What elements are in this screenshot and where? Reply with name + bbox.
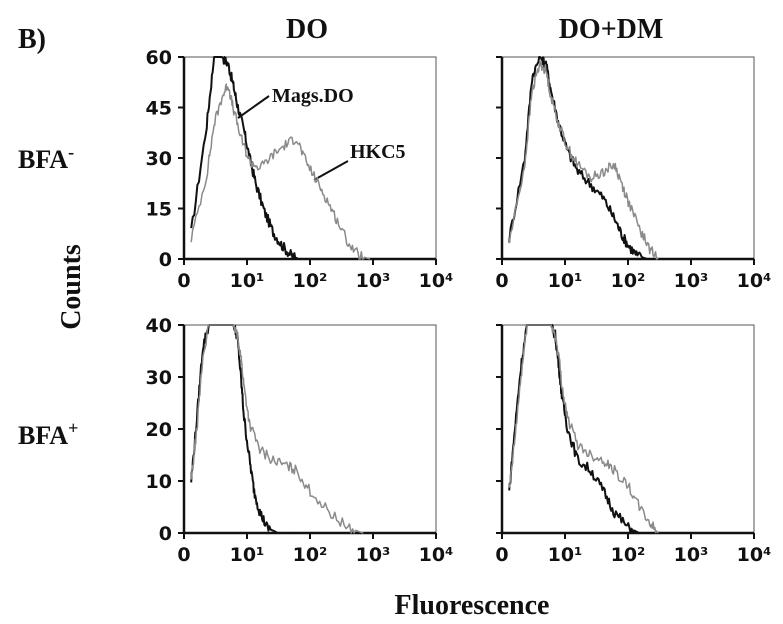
x-tick-label: 0 (495, 544, 508, 566)
x-tick-label: 10³ (674, 270, 709, 292)
row-label-bfa-plus-base: BFA (18, 421, 68, 450)
x-tick-label: 10³ (356, 270, 391, 292)
x-tick-label: 0 (177, 544, 190, 566)
series-line-do-dm-grey (508, 60, 659, 260)
x-tick-label: 0 (177, 270, 190, 292)
series-line-do-dm-dark (508, 324, 640, 534)
y-tick-label: 0 (159, 523, 172, 545)
x-tick-label: 10⁴ (737, 270, 772, 292)
x-tick-label: 10¹ (548, 270, 583, 292)
panel-do-dm-bfa-minus: 0 10¹ 10² 10³ 10⁴ (495, 56, 772, 292)
row-label-bfa-minus-base: BFA (18, 145, 68, 174)
x-tick-label: 0 (495, 270, 508, 292)
annotation-hkc5-pointer (313, 160, 349, 181)
panel-do-bfa-minus: 0 15 30 45 60 0 10¹ 10² 10³ 10⁴ (146, 47, 454, 292)
panel-frame (501, 56, 755, 260)
series-line-do-dm-grey (508, 324, 659, 534)
y-axis-label: Counts (56, 244, 87, 330)
x-tick-label: 10⁴ (419, 544, 454, 566)
x-tick-label: 10² (293, 544, 328, 566)
y-tick-label: 10 (146, 471, 172, 493)
series-line-mags-do (190, 56, 299, 260)
annotation-hkc5: HKC5 (350, 141, 406, 163)
x-tick-label: 10³ (674, 544, 709, 566)
y-tick-label: 0 (159, 249, 172, 271)
column-title-do: DO (286, 14, 328, 45)
annotation-mags-do-pointer (237, 95, 270, 119)
x-axis-label: Fluorescence (395, 590, 550, 621)
panel-frame (183, 324, 437, 534)
panels-group: 0 15 30 45 60 0 10¹ 10² 10³ 10⁴ 0 10¹ 10² 10³ 10⁴ 0 10 20… (146, 47, 772, 566)
y-tick-label: 30 (146, 148, 172, 170)
row-label-bfa-plus-sup: + (68, 418, 78, 438)
x-tick-label: 10² (611, 270, 646, 292)
panel-frame (501, 324, 755, 534)
y-tick-label: 30 (146, 367, 172, 389)
series-line-hkc5 (190, 324, 364, 534)
y-tick-label: 15 (146, 199, 172, 221)
row-label-bfa-minus-sup: - (68, 142, 74, 162)
x-tick-label: 10³ (356, 544, 391, 566)
row-label-bfa-plus: BFA+ (18, 418, 78, 450)
series-line-do-dm-dark (508, 56, 648, 260)
annotation-mags-do: Mags.DO (272, 85, 354, 107)
y-tick-label: 60 (146, 47, 172, 69)
series-line-hkc5 (190, 83, 371, 260)
panel-do-bfa-plus: 0 10 20 30 40 0 10¹ 10² 10³ 10⁴ (146, 315, 454, 566)
panel-do-dm-bfa-plus: 0 10¹ 10² 10³ 10⁴ (495, 324, 772, 566)
x-tick-label: 10² (293, 270, 328, 292)
x-tick-label: 10¹ (230, 270, 265, 292)
y-tick-label: 20 (146, 419, 172, 441)
y-tick-label: 40 (146, 315, 172, 337)
x-tick-label: 10² (611, 544, 646, 566)
panel-label: B) (18, 24, 46, 55)
column-title-do-dm: DO+DM (559, 14, 664, 45)
row-label-bfa-minus: BFA- (18, 142, 74, 174)
x-tick-label: 10¹ (230, 544, 265, 566)
x-tick-label: 10⁴ (737, 544, 772, 566)
x-tick-label: 10¹ (548, 544, 583, 566)
x-tick-label: 10⁴ (419, 270, 454, 292)
y-tick-label: 45 (146, 98, 172, 120)
